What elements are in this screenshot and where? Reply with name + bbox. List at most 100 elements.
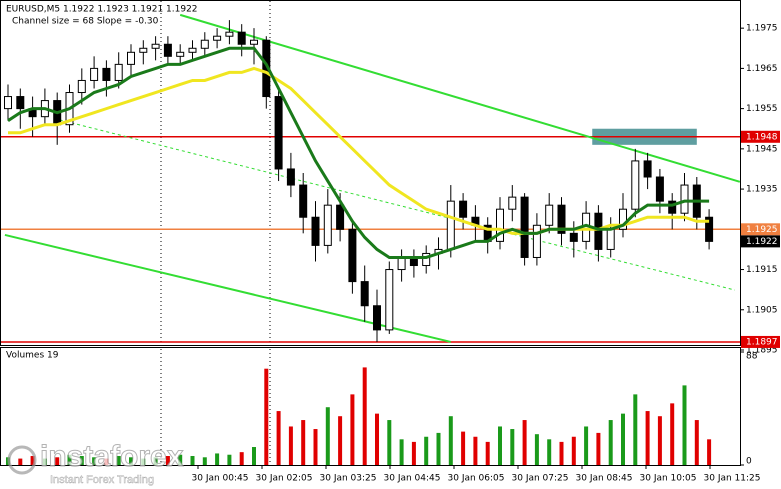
volume-bar: [571, 436, 576, 465]
volume-bar: [534, 434, 539, 465]
volume-bar: [239, 452, 244, 465]
volume-bar: [276, 411, 281, 465]
volume-bar: [165, 456, 170, 465]
plot: 1.1975 1.1965 1.1955 1.1945 1.1935 1.1915 1.19…: [1, 13, 780, 484]
level-label: 1.1897: [746, 337, 778, 347]
watermark: instaforex Instant Forex Trading: [7, 439, 184, 486]
candle-body: [114, 63, 123, 81]
volume-bar: [522, 420, 527, 465]
x-tick-label: 30 Jan 11:25: [704, 474, 761, 484]
candle-body: [200, 39, 209, 49]
volume-bar: [411, 441, 416, 465]
volume-bar: [424, 436, 429, 465]
candle-body: [163, 43, 172, 57]
candle-body: [397, 256, 406, 271]
y-tick-label: 1.1935: [746, 185, 778, 195]
candle-body: [348, 228, 357, 283]
volume-bar: [608, 420, 613, 465]
volume-bar: [42, 458, 47, 465]
volume-bar: [215, 453, 220, 465]
candle-body: [446, 200, 455, 250]
y-tick-label: 1.1915: [746, 265, 778, 275]
volume-bar: [621, 413, 625, 465]
volume-bar: [362, 367, 367, 465]
moving-average: [7, 46, 710, 259]
volume-bar: [178, 454, 183, 465]
volume-bar: [633, 394, 638, 465]
volume-bar: [461, 431, 466, 465]
candle-body: [360, 281, 369, 307]
watermark-tagline: Instant Forex Trading: [50, 474, 154, 486]
candle-body: [373, 305, 381, 331]
volume-bar: [18, 458, 23, 465]
x-tick-label: 30 Jan 07:25: [512, 474, 569, 484]
candle-body: [619, 208, 627, 230]
volume-bar: [473, 436, 478, 465]
volume-bar: [190, 456, 195, 465]
candle-body: [274, 96, 283, 170]
watermark-brand: instaforex: [40, 440, 184, 473]
volume-bar: [375, 413, 379, 465]
candle-body: [151, 43, 160, 49]
candle-body: [532, 224, 541, 258]
candle-body: [237, 31, 246, 45]
candle-body: [176, 51, 185, 57]
y-tick-label: 1.1955: [746, 104, 778, 114]
candle-body: [102, 67, 111, 81]
candle-body: [127, 51, 135, 65]
x-tick-label: 30 Jan 02:05: [256, 474, 313, 484]
y-tick-label: 88: [746, 352, 758, 362]
volume-bar: [584, 426, 589, 465]
candle-body: [77, 79, 86, 94]
volume-bar: [350, 394, 355, 465]
candle-body: [422, 252, 431, 267]
candle-body: [631, 160, 640, 210]
candle-body: [545, 204, 554, 226]
volume-bar: [129, 457, 133, 465]
level-label-box: [741, 223, 780, 236]
y-tick-label: 1.1895: [746, 346, 778, 356]
candle-body: [16, 96, 25, 110]
main-panel: [0, 0, 741, 346]
volume-bar: [301, 420, 306, 465]
volume-bar: [153, 457, 158, 465]
candle-body: [594, 212, 603, 250]
volume-bar: [559, 441, 564, 465]
volume-bar: [436, 432, 441, 465]
candle-body: [643, 160, 652, 178]
volume-bar: [670, 403, 675, 465]
candle-body: [520, 196, 529, 258]
x-tick-label: 30 Jan 03:25: [320, 474, 377, 484]
candle-body: [606, 228, 615, 250]
volume-bar: [448, 416, 453, 465]
candle-body: [680, 184, 689, 214]
volume-bar: [264, 368, 269, 465]
volume-bar: [325, 407, 330, 465]
x-tick-label: 30 Jan 00:45: [192, 474, 249, 484]
candle-body: [459, 200, 468, 218]
candle-body: [311, 216, 320, 246]
volume-bar: [252, 447, 256, 465]
volume-bar: [67, 454, 72, 465]
volume-bar: [227, 454, 232, 465]
current-price-label: 1.1922: [746, 237, 778, 247]
x-tick-label: 30 Jan 08:45: [576, 474, 633, 484]
volume-bar: [485, 441, 490, 465]
candle-body: [323, 204, 332, 246]
candle-body: [557, 204, 566, 234]
candle-body: [336, 204, 345, 230]
volume-bar: [116, 456, 121, 465]
candle-body: [250, 39, 258, 45]
channel-line: [179, 13, 741, 183]
volume-bar: [707, 439, 712, 465]
channel-line: [59, 119, 736, 291]
current-price-box: [741, 235, 780, 248]
volume-bar: [510, 429, 515, 465]
volume-bar: [202, 457, 207, 465]
volume-bar: [55, 457, 60, 465]
volume-title: Volumes 19: [6, 351, 59, 361]
candle-body: [705, 216, 714, 242]
candle-body: [508, 196, 517, 210]
volume-bar: [682, 385, 687, 465]
x-tick-label: 30 Jan 06:05: [448, 474, 505, 484]
